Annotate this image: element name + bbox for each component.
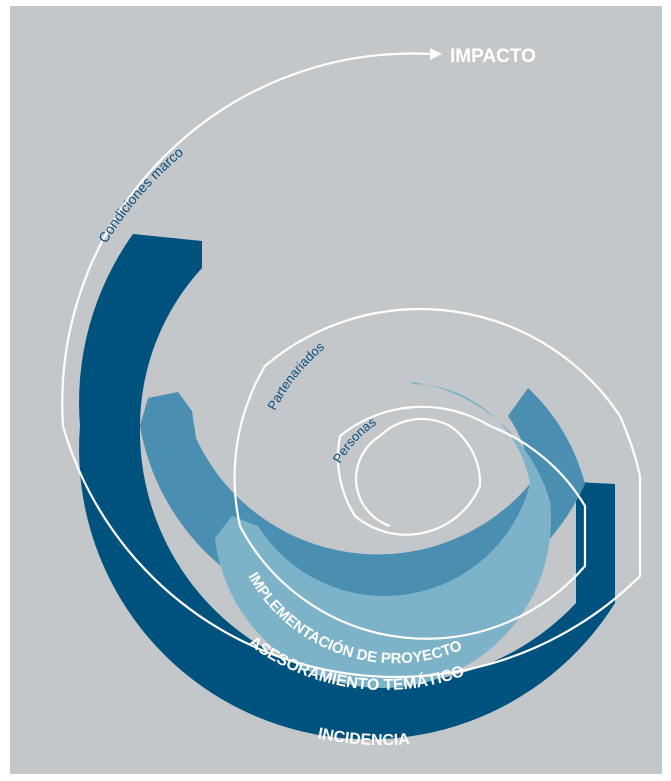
impact-label: IMPACTO [450, 46, 536, 67]
spiral-diagram: IMPACTO Condiciones marco Partenariados … [10, 6, 662, 774]
spiral-line [61, 52, 642, 679]
impact-arrow-icon [430, 48, 442, 60]
implementacion-band [215, 382, 552, 689]
incidencia-band [79, 234, 616, 740]
